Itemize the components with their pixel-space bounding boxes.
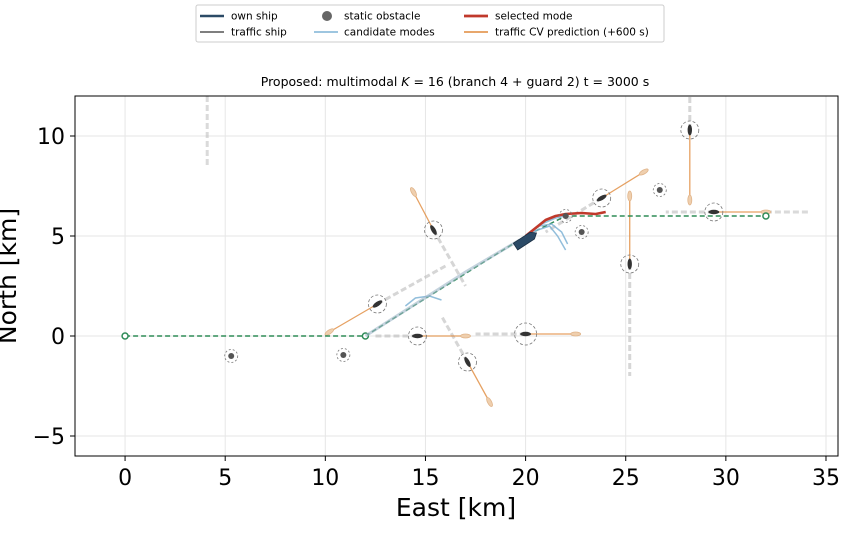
traffic-ship-safety-zone xyxy=(424,220,443,240)
candidate-mode-line xyxy=(404,295,442,307)
traffic-ship-safety-zone xyxy=(704,202,724,222)
legend-static-obstacle-swatch xyxy=(322,11,332,21)
static-obstacle-marker xyxy=(656,187,663,193)
static-obstacle-zone xyxy=(336,348,351,362)
x-tick-label: 35 xyxy=(812,466,840,491)
traffic-trail xyxy=(376,264,447,306)
traffic-ship-hull xyxy=(430,225,437,235)
own-ship-history xyxy=(364,238,521,338)
selected-mode-line xyxy=(524,210,606,238)
legend-traffic-prediction-label: traffic CV prediction (+600 s) xyxy=(495,27,649,39)
traffic-trails xyxy=(205,96,810,376)
traffic-ship-markers xyxy=(367,120,724,372)
legend-candidate-modes-label: candidate modes xyxy=(344,27,435,39)
x-tick-label: 0 xyxy=(118,466,132,491)
x-tick-label: 25 xyxy=(612,466,640,491)
candidate-mode-line xyxy=(525,225,567,251)
own-ship-history-line xyxy=(364,238,521,338)
x-axis-ticks: 0 5 10 15 20 25 30 35 xyxy=(118,456,840,491)
static-obstacle-zone xyxy=(652,183,667,197)
chart-title-k-symbol: K xyxy=(401,74,411,89)
traffic-ship-hull xyxy=(708,209,720,215)
traffic-prediction-ghost xyxy=(687,194,693,206)
x-tick-label: 5 xyxy=(218,466,232,491)
traffic-ship-hull xyxy=(627,258,632,270)
waypoint-marker xyxy=(762,212,770,220)
chart-title: Proposed: multimodal K = 16 (branch 4 + … xyxy=(261,74,650,89)
traffic-prediction-ghost xyxy=(460,333,471,339)
legend-own-ship-label: own ship xyxy=(231,11,278,23)
chart-title-prefix: Proposed: multimodal xyxy=(261,74,402,89)
static-obstacle-marker xyxy=(228,353,235,359)
traffic-ship-safety-zone xyxy=(367,294,387,314)
traffic-ship-hull xyxy=(464,357,471,367)
traffic-prediction-ghost xyxy=(324,328,335,336)
static-obstacle-marker xyxy=(578,229,585,235)
traffic-prediction-line xyxy=(412,191,435,231)
selected-mode-path xyxy=(524,210,606,238)
legend-frame xyxy=(195,4,665,43)
y-axis-label: North [km] xyxy=(0,208,22,344)
traffic-predictions xyxy=(324,130,772,407)
traffic-ship-hull xyxy=(596,194,607,202)
traffic-trail xyxy=(432,229,467,287)
legend: own ship static obstacle selected mode t… xyxy=(195,4,665,43)
y-tick-label: 5 xyxy=(51,225,65,250)
traffic-ship-hull xyxy=(372,300,383,308)
x-tick-label: 20 xyxy=(512,466,540,491)
legend-selected-mode-label: selected mode xyxy=(495,11,572,23)
y-tick-label: 10 xyxy=(37,125,65,150)
traffic-ship-hull xyxy=(520,331,532,337)
x-tick-label: 15 xyxy=(411,466,439,491)
static-obstacle-marker xyxy=(562,213,569,219)
traffic-ship-safety-zone xyxy=(408,326,427,346)
y-tick-label: −5 xyxy=(33,425,65,450)
traffic-trail xyxy=(440,315,469,363)
own-ship-marker xyxy=(512,231,538,251)
traffic-ship-hull xyxy=(687,124,693,136)
traffic-prediction-line xyxy=(329,303,378,333)
static-obstacle-marker xyxy=(340,352,347,358)
traffic-ship-safety-zone xyxy=(458,352,477,372)
traffic-prediction-ghost xyxy=(627,190,633,202)
traffic-ship-safety-zone xyxy=(592,188,612,208)
traffic-prediction-line xyxy=(466,361,491,403)
static-obstacles xyxy=(224,183,667,363)
traffic-prediction-ghost xyxy=(410,187,417,197)
traffic-prediction-ghost xyxy=(486,397,493,407)
waypoint-marker xyxy=(121,332,129,340)
plot-area xyxy=(121,96,810,407)
x-tick-label: 10 xyxy=(311,466,339,491)
traffic-prediction-ghost xyxy=(638,168,649,176)
traffic-ship-safety-zone xyxy=(514,322,537,346)
x-tick-label: 30 xyxy=(712,466,740,491)
traffic-prediction-line xyxy=(601,171,645,199)
y-tick-label: 0 xyxy=(51,325,65,350)
traffic-ship-safety-zone xyxy=(620,254,640,274)
own-ship-hull xyxy=(512,231,538,251)
chart-title-suffix: = 16 (branch 4 + guard 2) t = 3000 s xyxy=(410,74,650,89)
static-obstacle-zone xyxy=(558,209,573,223)
grid-lines xyxy=(75,96,838,456)
waypoint-path-line xyxy=(125,215,766,337)
legend-traffic-ship-label: traffic ship xyxy=(231,27,287,39)
static-obstacle-zone xyxy=(224,349,239,363)
traffic-ship-hull xyxy=(411,333,423,339)
traffic-ship-safety-zone xyxy=(680,120,700,140)
plot-frame xyxy=(74,95,839,457)
y-axis-ticks: −5 0 5 10 xyxy=(33,125,75,450)
static-obstacle-zone xyxy=(574,225,589,239)
traffic-prediction-ghost xyxy=(570,331,582,337)
legend-static-obstacle-label: static obstacle xyxy=(344,11,420,23)
x-axis-label: East [km] xyxy=(396,493,516,522)
